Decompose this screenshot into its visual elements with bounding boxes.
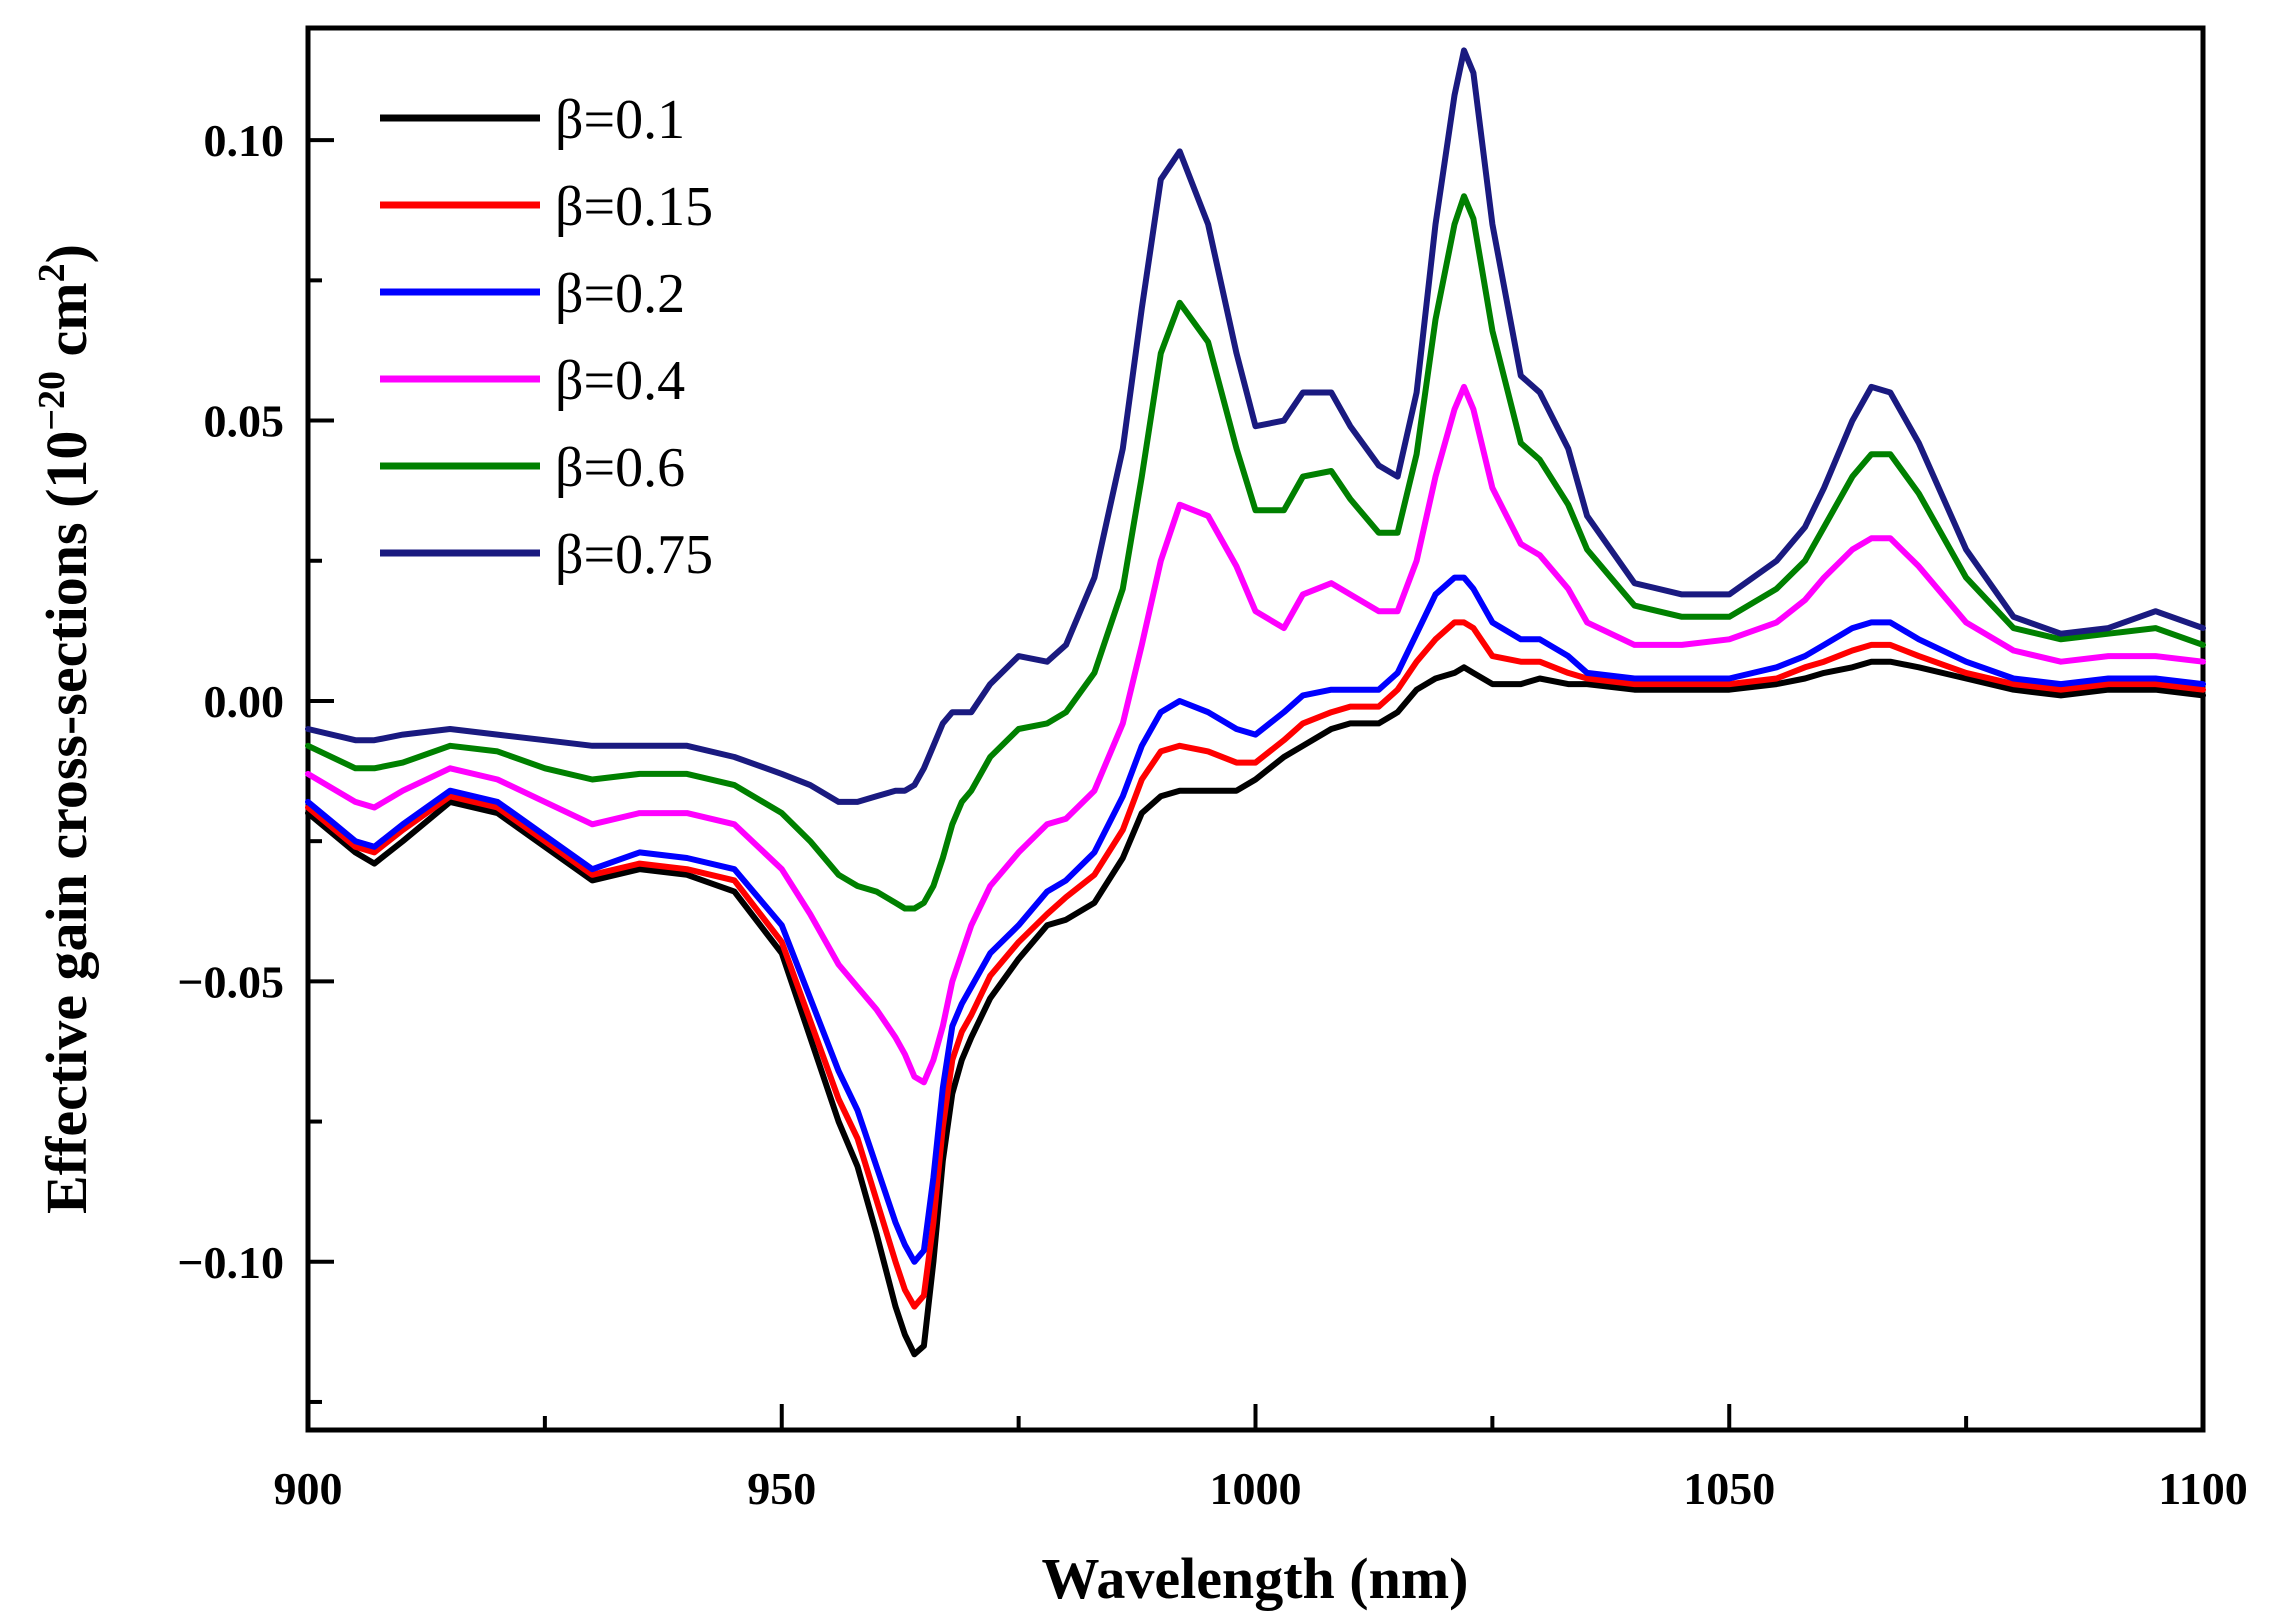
y-tick-label-4: 0.10 <box>204 115 285 166</box>
y-tick-label-0: −0.10 <box>177 1237 284 1288</box>
legend-label-0: β=0.1 <box>555 89 685 151</box>
series-line-5 <box>305 47 2206 805</box>
legend: β=0.1 β=0.15 β=0.2 β=0.4 β=0.6 β=0.75 <box>380 89 713 586</box>
y-tick-label-2: 0.00 <box>204 676 285 727</box>
x-tick-label-3: 1050 <box>1683 1463 1775 1514</box>
x-tick-label-0: 900 <box>274 1463 343 1514</box>
x-tick-label-1: 950 <box>747 1463 816 1514</box>
plot-frame <box>305 25 2206 1433</box>
series-line-4 <box>305 193 2206 912</box>
series-line-0 <box>305 658 2206 1358</box>
y-tick-label-3: 0.05 <box>204 396 285 447</box>
legend-label-3: β=0.4 <box>555 350 685 412</box>
ticks-layer: 900 950 1000 1050 1100 −0.10 −0.05 0.00 0.05 0.10 <box>177 115 2247 1514</box>
y-tick-label-1: −0.05 <box>177 956 284 1007</box>
x-tick-label-2: 1000 <box>1210 1463 1302 1514</box>
y-axis-title: Effective gain cross-sections (10−20 cm2… <box>31 244 99 1214</box>
legend-label-4: β=0.6 <box>555 437 685 499</box>
legend-label-2: β=0.2 <box>555 263 685 325</box>
legend-label-5: β=0.75 <box>555 524 713 586</box>
y-axis-title-prefix: Effective gain cross-sections (10 <box>34 431 99 1214</box>
y-axis-title-exp1: −20 <box>31 371 73 431</box>
x-tick-label-4: 1100 <box>2158 1463 2247 1514</box>
x-axis-title: Wavelength (nm) <box>1042 1546 1469 1611</box>
series-line-2 <box>305 574 2206 1265</box>
y-axis-title-suffix: ) <box>34 244 99 263</box>
series-line-3 <box>305 383 2206 1086</box>
legend-label-1: β=0.15 <box>555 176 713 238</box>
y-axis-title-exp2: 2 <box>31 263 73 282</box>
series-line-1 <box>305 619 2206 1310</box>
series-layer <box>305 47 2206 1358</box>
y-axis-title-mid: cm <box>34 282 99 371</box>
